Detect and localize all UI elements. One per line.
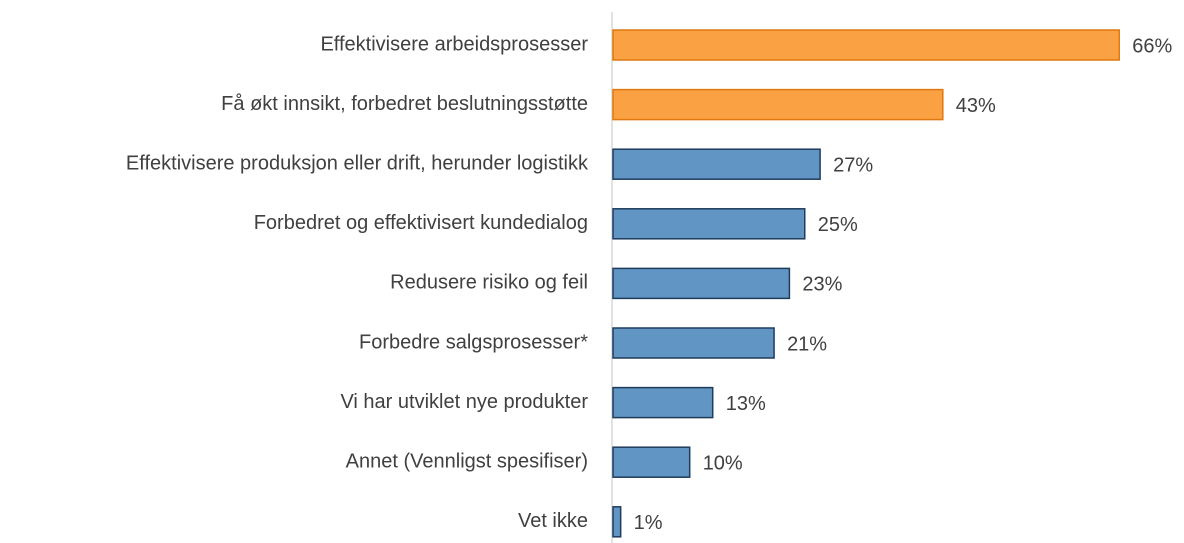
value-label: 21% bbox=[787, 333, 827, 355]
category-label: Forbedret og effektivisert kundedialog bbox=[254, 212, 588, 234]
value-label: 25% bbox=[818, 214, 858, 236]
category-label: Vet ikke bbox=[518, 510, 588, 532]
category-label: Redusere risiko og feil bbox=[390, 272, 588, 294]
bar bbox=[612, 327, 775, 359]
bar bbox=[612, 148, 821, 180]
value-label: 66% bbox=[1132, 35, 1172, 57]
bar bbox=[612, 446, 691, 478]
bar bbox=[612, 29, 1120, 61]
bar bbox=[612, 506, 622, 538]
bar bbox=[612, 386, 714, 419]
value-label: 1% bbox=[634, 512, 663, 534]
category-label: Effektivisere arbeidsprosesser bbox=[320, 33, 588, 55]
bar bbox=[612, 267, 791, 300]
category-label: Få økt innsikt, forbedret beslutningsstø… bbox=[221, 93, 588, 115]
value-label: 27% bbox=[833, 154, 873, 176]
category-label: Forbedre salgsprosesser* bbox=[359, 331, 588, 353]
value-label: 13% bbox=[726, 393, 766, 415]
value-label: 10% bbox=[703, 452, 743, 474]
bar bbox=[612, 88, 944, 121]
category-label: Effektivisere produksjon eller drift, he… bbox=[126, 152, 589, 174]
value-label: 23% bbox=[802, 274, 842, 296]
category-label: Annet (Vennligst spesifiser) bbox=[346, 450, 588, 472]
value-label: 43% bbox=[956, 95, 996, 117]
bar bbox=[612, 208, 806, 240]
category-label: Vi har utviklet nye produkter bbox=[340, 391, 588, 413]
